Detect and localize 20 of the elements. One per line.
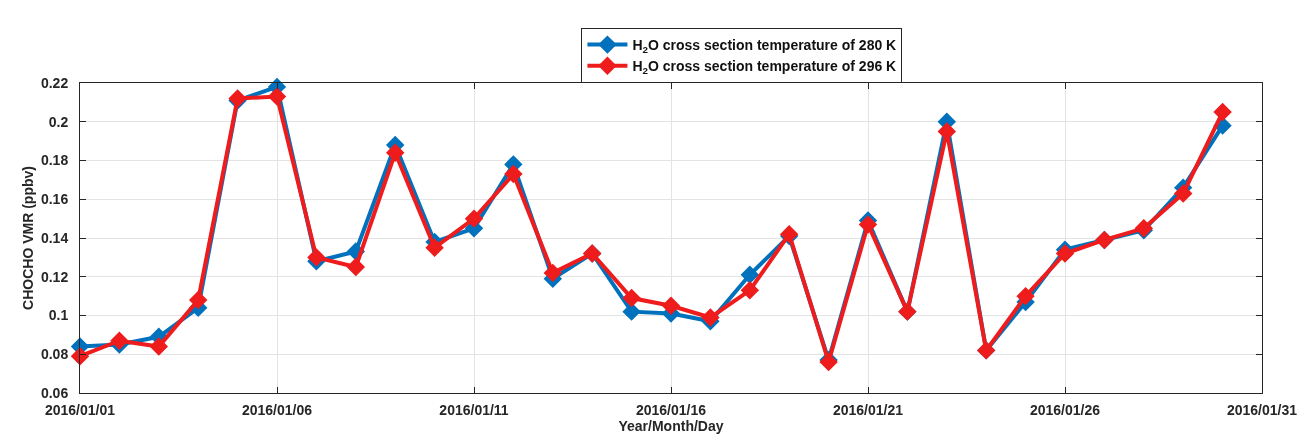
legend-label: H$_{2}$O cross section temperature of 296 K	[632, 58, 897, 77]
x-tick-label: 2016/01/16	[635, 401, 707, 418]
y-tick-label: 0.18	[40, 152, 69, 169]
x-tick-label: 2016/01/21	[832, 401, 904, 418]
y-tick-label: 0.12	[40, 268, 69, 285]
y-axis-title: CHOCHO VMR (ppbv)	[19, 166, 36, 310]
x-tick-label: 2016/01/01	[44, 401, 116, 418]
y-tick-label: 0.1	[48, 307, 69, 324]
x-axis-title: Year/Month/Day	[618, 417, 724, 434]
y-tick-label: 0.16	[40, 191, 69, 208]
y-tick-label: 0.2	[48, 113, 69, 130]
x-tick-label: 2016/01/26	[1029, 401, 1101, 418]
x-tick-label: 2016/01/11	[439, 401, 509, 418]
x-tick-label: 2016/01/06	[241, 401, 313, 418]
legend-label: H$_{2}$O cross section temperature of 280 K	[632, 37, 897, 55]
y-tick-label: 0.08	[40, 346, 69, 363]
y-tick-label: 0.14	[40, 229, 69, 246]
x-tick-label: 2016/01/31	[1226, 401, 1298, 418]
y-tick-label: 0.06	[40, 384, 69, 401]
y-tick-label: 0.22	[40, 74, 69, 91]
